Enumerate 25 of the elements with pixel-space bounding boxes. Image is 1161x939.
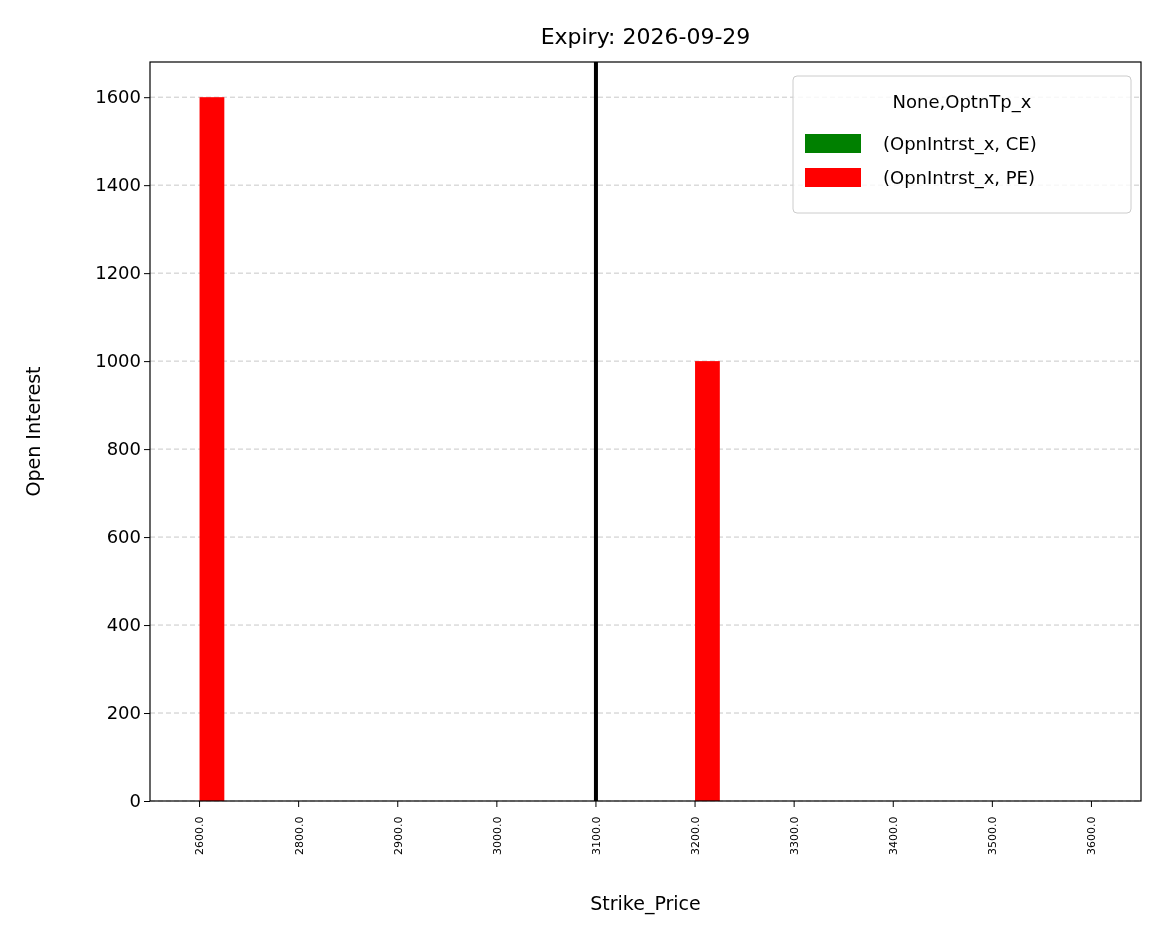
x-axis-title: Strike_Price — [590, 892, 701, 915]
x-tick-label: 3100.0 — [589, 816, 603, 856]
y-tick-label: 1000 — [95, 350, 141, 372]
y-tick-label: 0 — [129, 790, 141, 812]
x-tick-label: 2900.0 — [391, 816, 405, 856]
x-tick-label: 3000.0 — [490, 816, 504, 856]
x-tick-label: 2800.0 — [292, 816, 306, 856]
y-tick-label: 400 — [106, 614, 141, 636]
x-tick-label: 3200.0 — [688, 816, 702, 856]
y-tick-label: 600 — [106, 526, 141, 548]
y-tick-label: 200 — [106, 702, 141, 724]
y-tick-label: 1600 — [95, 86, 141, 108]
y-tick-label: 1400 — [95, 174, 141, 196]
y-tick-label: 1200 — [95, 262, 141, 284]
x-tick-label: 3500.0 — [986, 816, 1000, 856]
legend-label: (OpnIntrst_x, PE) — [883, 167, 1035, 189]
x-tick-label: 3600.0 — [1085, 816, 1099, 856]
x-tick-label: 3400.0 — [887, 816, 901, 856]
x-tick-label: 2600.0 — [193, 816, 207, 856]
y-tick-label: 800 — [106, 438, 141, 460]
chart-title: Expiry: 2026-09-29 — [540, 24, 751, 49]
legend-title: None,OptnTp_x — [892, 91, 1032, 113]
x-tick-label: 3300.0 — [788, 816, 801, 856]
legend-label: (OpnIntrst_x, CE) — [883, 133, 1037, 155]
y-axis-title: Open Interest — [22, 366, 44, 497]
